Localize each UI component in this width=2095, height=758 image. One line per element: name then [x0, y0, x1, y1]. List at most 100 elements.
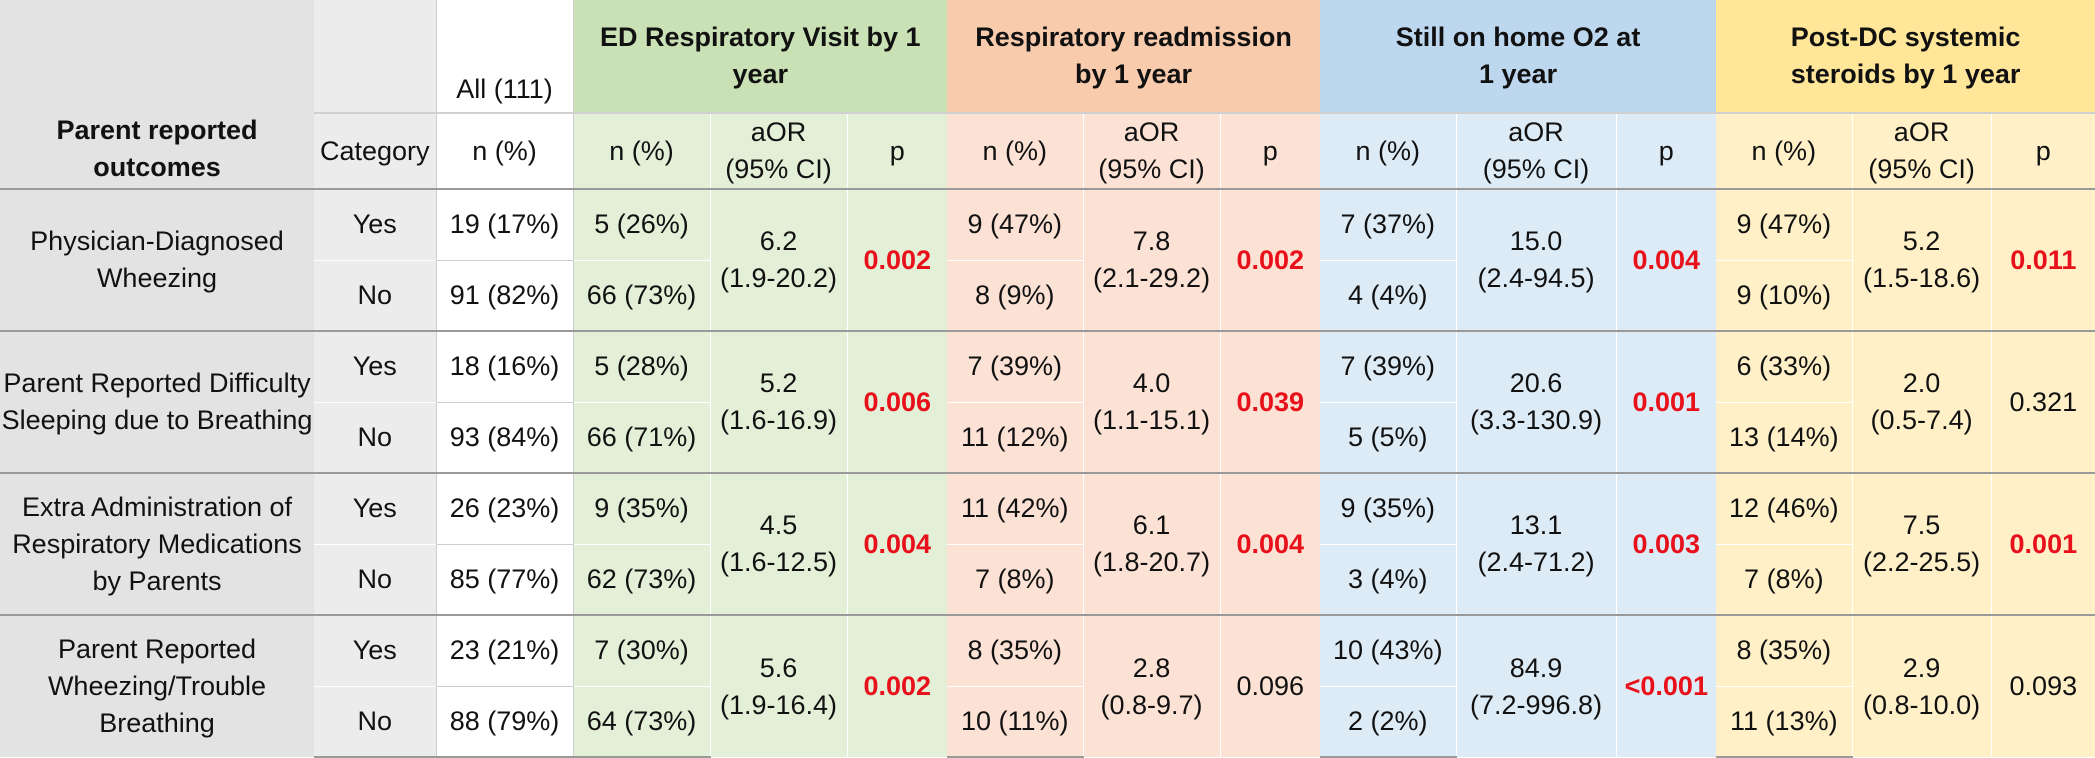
readmit-aor: 4.0 (1.1-15.1)	[1082, 330, 1221, 473]
table-row: No 91 (82%) 66 (73%) 8 (9%) 4 (4%) 9 (10…	[0, 259, 2095, 331]
readmit-aor: 6.1 (1.8-20.7)	[1082, 472, 1221, 615]
outcome-label: Extra Administration of Respiratory Medi…	[0, 472, 314, 615]
group-title: Post-DC systemic steroids by 1 year	[1790, 22, 2021, 89]
o2-aor: 20.6 (3.3-130.9)	[1455, 330, 1617, 473]
steroids-yes: 9 (47%)	[1716, 188, 1853, 260]
steroids-yes: 8 (35%)	[1716, 614, 1853, 686]
readmit-no: 10 (11%)	[947, 685, 1084, 758]
steroids-aor: 2.0 (0.5-7.4)	[1851, 330, 1992, 473]
ed-no: 62 (73%)	[573, 543, 710, 615]
outcome-label: Parent Reported Difficulty Sleeping due …	[0, 330, 314, 473]
steroids-no: 7 (8%)	[1716, 543, 1853, 615]
all-yes: 19 (17%)	[435, 188, 574, 260]
table-row: Parent Reported Wheezing/Trouble Breathi…	[0, 614, 2095, 757]
table-row: No 93 (84%) 66 (71%) 11 (12%) 5 (5%) 13 …	[0, 401, 2095, 473]
category-no: No	[314, 685, 436, 758]
steroids-no: 13 (14%)	[1716, 401, 1853, 473]
readmit-n-header: n (%)	[947, 112, 1084, 189]
category-yes: Yes	[314, 188, 436, 260]
o2-no: 5 (5%)	[1320, 401, 1457, 473]
o2-aor: 15.0 (2.4-94.5)	[1455, 188, 1617, 331]
o2-yes: 7 (37%)	[1320, 188, 1457, 260]
category-no: No	[314, 543, 436, 615]
steroids-aor-header: aOR (95% CI)	[1851, 112, 1992, 189]
steroids-yes: 6 (33%)	[1716, 330, 1853, 402]
steroids-n-header: n (%)	[1716, 112, 1853, 189]
ed-yes: 5 (26%)	[573, 188, 710, 260]
ed-no: 64 (73%)	[573, 685, 710, 758]
steroids-aor: 7.5 (2.2-25.5)	[1851, 472, 1992, 615]
group-header-steroids: Post-DC systemic steroids by 1 year	[1716, 0, 2095, 113]
steroids-no: 11 (13%)	[1716, 685, 1853, 758]
readmit-yes: 9 (47%)	[947, 188, 1084, 260]
group-header-home-o2: Still on home O2 at 1 year	[1320, 0, 1717, 113]
ed-p-value: 0.006	[846, 330, 948, 473]
category-yes: Yes	[314, 472, 436, 544]
category-header-spacer	[314, 0, 436, 113]
all-no: 91 (82%)	[435, 259, 574, 331]
ed-aor: 5.2 (1.6-16.9)	[709, 330, 847, 473]
category-column-header: Category	[314, 112, 436, 189]
steroids-p-value: 0.011	[1990, 188, 2095, 331]
o2-aor: 13.1 (2.4-71.2)	[1455, 472, 1617, 615]
table-row: Physician-Diagnosed Wheezing Yes 19 (17%…	[0, 188, 2095, 331]
table-row: No 88 (79%) 64 (73%) 10 (11%) 2 (2%) 11 …	[0, 685, 2095, 758]
all-no: 85 (77%)	[435, 543, 574, 615]
readmit-p-value: 0.002	[1219, 188, 1321, 331]
o2-p-value: 0.004	[1615, 188, 1717, 331]
ed-no: 66 (73%)	[573, 259, 710, 331]
ed-p-value: 0.004	[846, 472, 948, 615]
group-title: Respiratory readmission by 1 year	[975, 22, 1292, 89]
table-body: Physician-Diagnosed Wheezing Yes 19 (17%…	[0, 188, 2095, 758]
outcome-label: Physician-Diagnosed Wheezing	[0, 188, 314, 331]
category-no: No	[314, 259, 436, 331]
table-row: Extra Administration of Respiratory Medi…	[0, 472, 2095, 615]
readmit-aor: 2.8 (0.8-9.7)	[1082, 614, 1221, 757]
readmit-yes: 11 (42%)	[947, 472, 1084, 544]
o2-yes: 7 (39%)	[1320, 330, 1457, 402]
ed-aor: 6.2 (1.9-20.2)	[709, 188, 847, 331]
table-row: Parent Reported Difficulty Sleeping due …	[0, 330, 2095, 473]
readmit-no: 11 (12%)	[947, 401, 1084, 473]
ed-aor: 5.6 (1.9-16.4)	[709, 614, 847, 757]
o2-no: 4 (4%)	[1320, 259, 1457, 331]
category-no: No	[314, 401, 436, 473]
outcome-column-header: Parent reported outcomes	[0, 0, 314, 189]
o2-p-value: 0.003	[1615, 472, 1717, 615]
readmit-yes: 7 (39%)	[947, 330, 1084, 402]
all-yes: 26 (23%)	[435, 472, 574, 544]
ed-aor-header: aOR (95% CI)	[709, 112, 847, 189]
all-yes: 18 (16%)	[435, 330, 574, 402]
readmit-p-header: p	[1219, 112, 1321, 189]
group-title: ED Respiratory Visit by 1 year	[599, 22, 921, 89]
steroids-aor: 2.9 (0.8-10.0)	[1851, 614, 1992, 757]
all-column-header: All (111)	[435, 0, 574, 113]
group-title: Still on home O2 at 1 year	[1395, 22, 1641, 89]
ed-yes: 5 (28%)	[573, 330, 710, 402]
o2-p-value: 0.001	[1615, 330, 1717, 473]
group-header-readmission: Respiratory readmission by 1 year	[947, 0, 1321, 113]
o2-no: 3 (4%)	[1320, 543, 1457, 615]
outcome-label: Parent Reported Wheezing/Trouble Breathi…	[0, 614, 314, 757]
readmit-p-value: 0.004	[1219, 472, 1321, 615]
readmit-aor-header: aOR (95% CI)	[1082, 112, 1221, 189]
readmit-aor: 7.8 (2.1-29.2)	[1082, 188, 1221, 331]
all-n-header: n (%)	[435, 112, 574, 189]
readmit-no: 8 (9%)	[947, 259, 1084, 331]
o2-yes: 10 (43%)	[1320, 614, 1457, 686]
steroids-p-header: p	[1990, 112, 2095, 189]
ed-yes: 9 (35%)	[573, 472, 710, 544]
readmit-yes: 8 (35%)	[947, 614, 1084, 686]
o2-p-header: p	[1615, 112, 1717, 189]
category-yes: Yes	[314, 330, 436, 402]
steroids-p-value: 0.093	[1990, 614, 2095, 757]
all-no: 93 (84%)	[435, 401, 574, 473]
ed-aor: 4.5 (1.6-12.5)	[709, 472, 847, 615]
group-header-ed-visit: ED Respiratory Visit by 1 year	[573, 0, 948, 113]
o2-aor: 84.9 (7.2-996.8)	[1455, 614, 1617, 757]
steroids-p-value: 0.321	[1990, 330, 2095, 473]
o2-no: 2 (2%)	[1320, 685, 1457, 758]
readmit-no: 7 (8%)	[947, 543, 1084, 615]
o2-yes: 9 (35%)	[1320, 472, 1457, 544]
